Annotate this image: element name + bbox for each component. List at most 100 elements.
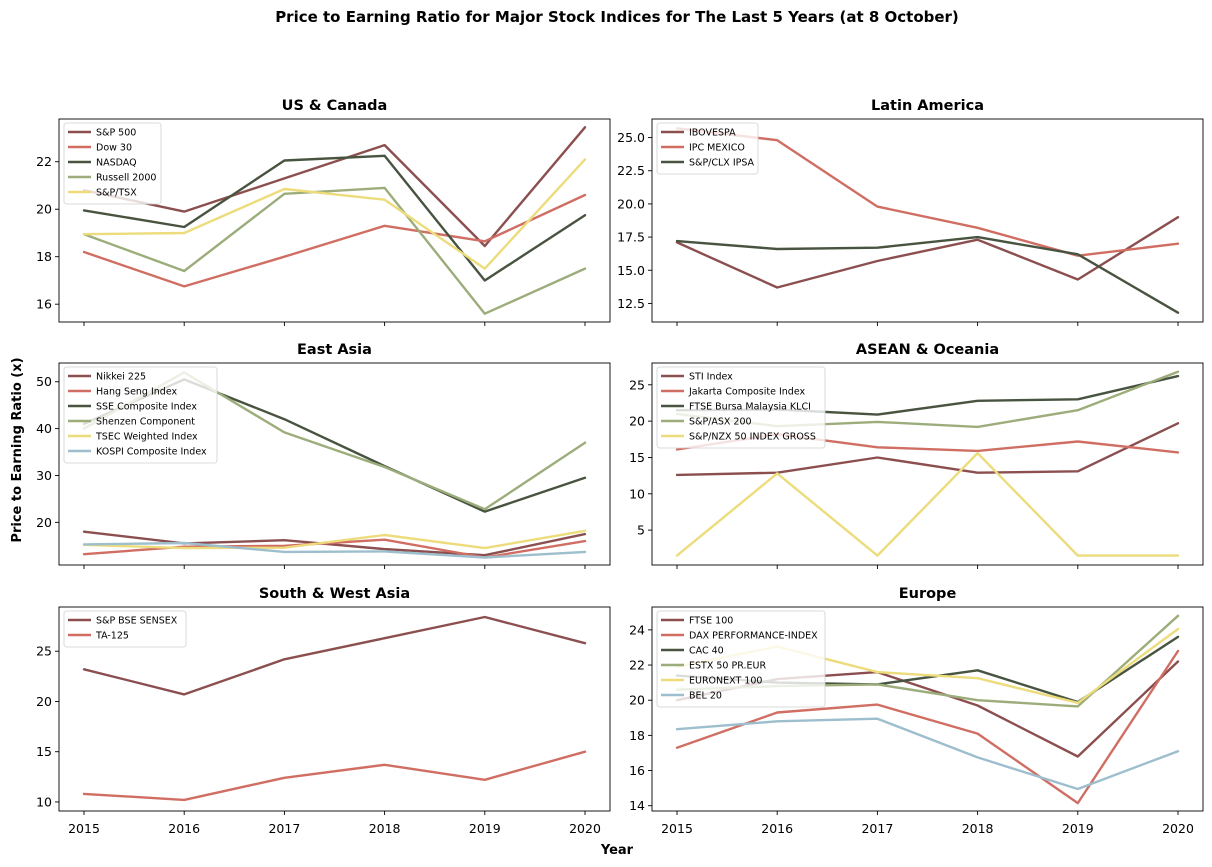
legend: Nikkei 225 Hang Seng Index SSE Composite I…: [63, 366, 218, 464]
legend-label: FTSE Bursa Malaysia KLCI: [689, 402, 811, 413]
legend-label: S&P/TSX: [96, 188, 137, 199]
legend: S&P BSE SENSEX TA-125: [63, 610, 187, 648]
legend-label: NASDAQ: [96, 158, 137, 169]
y-tick-label: 15: [629, 450, 645, 465]
axes-frame: [651, 362, 1204, 566]
legend-label: SSE Composite Index: [96, 402, 197, 413]
legend-label: Dow 30: [96, 143, 132, 154]
legend-label: TA-125: [95, 631, 129, 642]
series-line-4: [82, 186, 587, 315]
subplot-title: Latin America: [871, 98, 984, 114]
y-tick-label: 20: [629, 414, 645, 429]
legend: STI Index Jakarta Composite Index FTSE Bur…: [656, 366, 826, 449]
y-tick-label: 25: [36, 644, 52, 659]
x-tick-label: 2019: [1062, 821, 1094, 836]
y-tick-label: 10: [36, 794, 52, 809]
legend-box: [63, 366, 218, 464]
legend-label: S&P BSE SENSEX: [96, 616, 178, 627]
legend-label: DAX PERFORMANCE-INDEX: [689, 631, 818, 642]
subplot-title: US & Canada: [282, 98, 388, 114]
legend-label: ESTX 50 PR.EUR: [689, 661, 766, 672]
legend-label: EURONEXT 100: [689, 676, 762, 687]
y-tick-label: 16: [36, 297, 52, 312]
legend-label: IBOVESPA: [689, 128, 736, 139]
legend-label: Russell 2000: [96, 173, 156, 184]
x-tick-label: 2017: [861, 821, 893, 836]
x-tick-label: 2020: [569, 821, 601, 836]
y-tick-label: 14: [629, 798, 645, 813]
series-line-5: [82, 529, 587, 550]
legend-label: STI Index: [689, 372, 733, 383]
y-tick-label: 15.0: [617, 263, 645, 278]
legend: IBOVESPA IPC MEXICO S&P/CLX IPSA: [656, 122, 759, 175]
legend-label: Jakarta Composite Index: [688, 387, 806, 398]
series-line-1: [82, 530, 587, 557]
legend-label: FTSE 100: [689, 616, 733, 627]
legend-label: Shenzen Component: [96, 417, 195, 428]
x-tick-label: 2015: [661, 821, 693, 836]
legend-box: [63, 122, 162, 205]
x-tick-label: 2016: [168, 821, 200, 836]
y-tick-label: 16: [629, 763, 645, 778]
subplot-5: South & West Asia 10 15 20 25 2015 2016 2017 201…: [36, 586, 611, 836]
series-line-5: [675, 451, 1180, 557]
series-line-2: [675, 127, 1180, 257]
y-tick-label: 20: [36, 515, 52, 530]
series-line-6: [675, 717, 1180, 791]
subplot-6: Europe 14 16 18 20 22 24 2015 2016 2017 2018 2019 20…: [629, 586, 1204, 836]
series-line-1: [675, 215, 1180, 289]
legend-label: Hang Seng Index: [96, 387, 178, 398]
y-tick-label: 20.0: [617, 196, 645, 211]
legend-label: IPC MEXICO: [689, 143, 745, 154]
series-line-5: [82, 158, 587, 270]
series-line-1: [82, 615, 587, 696]
y-tick-label: 22: [629, 658, 645, 673]
y-tick-label: 22: [36, 154, 52, 169]
legend-box: [656, 366, 826, 449]
y-tick-label: 12.5: [617, 296, 645, 311]
y-tick-label: 17.5: [617, 230, 645, 245]
x-tick-label: 2020: [1162, 821, 1194, 836]
x-tick-label: 2016: [761, 821, 793, 836]
figure-ylabel: Price to Earning Ratio (x): [10, 357, 25, 542]
legend-box: [63, 610, 187, 648]
subplot-2: Latin America 12.5 15.0 17.5 20.0 22.5 25.0 IBO…: [617, 98, 1204, 326]
subplot-3: East Asia 20 30 40 50 Nikkei 225 Hang Seng Ind…: [36, 342, 611, 569]
y-tick-label: 22.5: [617, 163, 645, 178]
axes-frame: [58, 362, 611, 566]
y-tick-label: 5: [637, 523, 645, 538]
series-line-3: [675, 235, 1180, 314]
x-tick-label: 2018: [962, 821, 994, 836]
legend-box: [656, 610, 826, 708]
series-line-1: [82, 126, 587, 248]
y-tick-label: 20: [36, 202, 52, 217]
subplot-title: Europe: [899, 586, 957, 602]
legend-label: BEL 20: [689, 691, 722, 702]
x-tick-label: 2019: [469, 821, 501, 836]
legend-label: S&P 500: [96, 128, 136, 139]
axes-frame: [58, 118, 611, 323]
legend-label: S&P/NZX 50 INDEX GROSS: [689, 432, 816, 443]
subplot-4: ASEAN & Oceania 5 10 15 20 25 STI Index Jakarta…: [629, 342, 1204, 569]
series-line-1: [675, 422, 1180, 477]
legend-label: S&P/ASX 200: [689, 417, 752, 428]
y-tick-label: 30: [36, 468, 52, 483]
subplot-title: South & West Asia: [259, 586, 410, 602]
y-tick-label: 20: [36, 694, 52, 709]
y-tick-label: 25.0: [617, 130, 645, 145]
subplot-title: ASEAN & Oceania: [856, 342, 999, 358]
legend-label: S&P/CLX IPSA: [689, 158, 755, 169]
legend-label: Nikkei 225: [96, 372, 146, 383]
y-tick-label: 18: [36, 249, 52, 264]
y-tick-label: 20: [629, 693, 645, 708]
x-tick-label: 2015: [68, 821, 100, 836]
legend: S&P 500 Dow 30 NASDAQ Russell 2000 S&P/TSX: [63, 122, 162, 205]
series-line-2: [82, 193, 587, 288]
y-tick-label: 15: [36, 744, 52, 759]
subplot-title: East Asia: [297, 342, 372, 358]
series-line-2: [82, 750, 587, 802]
legend: FTSE 100 DAX PERFORMANCE-INDEX CAC 40 ESTX …: [656, 610, 826, 708]
axes-frame: [651, 606, 1204, 812]
y-tick-label: 10: [629, 486, 645, 501]
